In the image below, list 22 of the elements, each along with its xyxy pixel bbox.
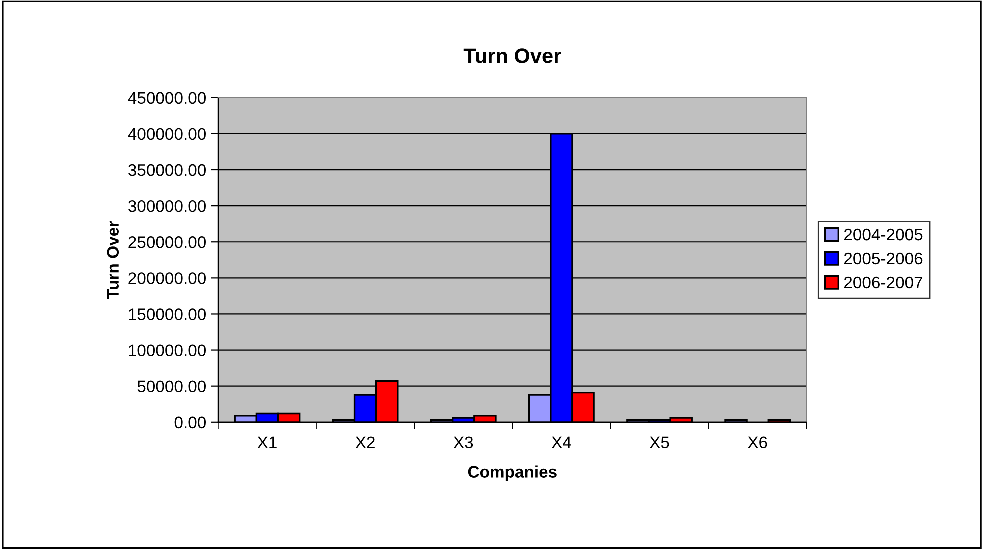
- legend-label: 2004-2005: [844, 228, 923, 241]
- y-tick-label: 0.00: [174, 416, 206, 429]
- y-axis-title: Turn Over: [107, 221, 120, 300]
- y-tick-label: 200000.00: [128, 272, 206, 284]
- x-tick-label: X1: [258, 436, 277, 448]
- x-axis-title: Companies: [468, 466, 557, 482]
- y-tick-label: 300000.00: [128, 200, 206, 212]
- x-tick-label: X2: [356, 436, 375, 448]
- y-tick-label: 250000.00: [128, 236, 206, 248]
- y-tick-label: 100000.00: [129, 344, 206, 356]
- y-tick-label: 350000.00: [128, 164, 206, 176]
- legend-label: 2006-2007: [844, 276, 923, 289]
- x-tick-label: X5: [650, 436, 670, 449]
- chart-title: Turn Over: [464, 48, 562, 64]
- y-tick-label: 150000.00: [129, 308, 206, 320]
- x-tick-label: X3: [454, 436, 474, 449]
- y-tick-label: 400000.00: [128, 128, 206, 140]
- y-tick-label: 50000.00: [138, 380, 206, 393]
- x-tick-label: X6: [748, 436, 768, 449]
- y-tick-label: 450000.00: [128, 92, 206, 104]
- x-tick-label: X4: [552, 436, 572, 448]
- legend-label: 2005-2006: [844, 252, 923, 265]
